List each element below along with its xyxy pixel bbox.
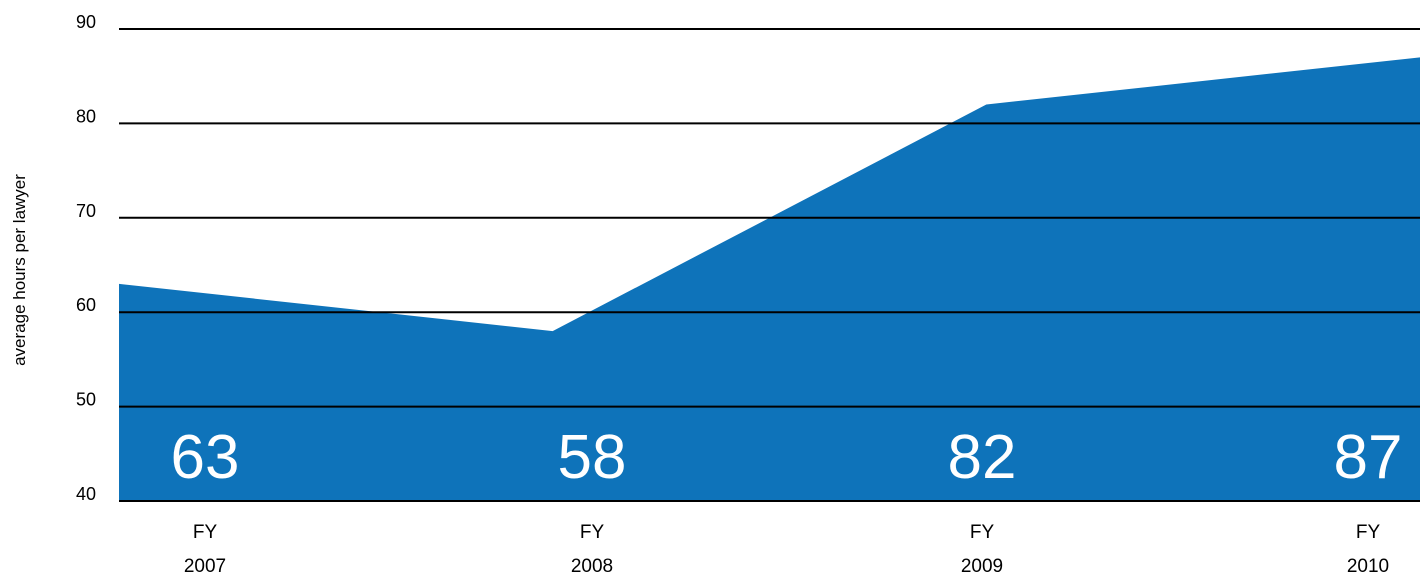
y-tick-label: 80 bbox=[76, 106, 96, 126]
data-label: 63 bbox=[171, 423, 240, 492]
x-tick-label: 2010 bbox=[1347, 556, 1389, 577]
y-tick-label: 70 bbox=[76, 201, 96, 221]
y-tick-label: 90 bbox=[76, 12, 96, 32]
data-label: 58 bbox=[558, 423, 627, 492]
x-tick-label: FY bbox=[580, 522, 605, 543]
y-tick-label: 50 bbox=[76, 390, 96, 410]
y-tick-label: 40 bbox=[76, 484, 96, 504]
y-axis-title: average hours per lawyer bbox=[10, 174, 29, 366]
x-tick-label: 2008 bbox=[571, 556, 613, 577]
x-tick-label: FY bbox=[970, 522, 995, 543]
y-tick-label: 60 bbox=[76, 295, 96, 315]
x-tick-label: FY bbox=[193, 522, 218, 543]
x-tick-label: 2007 bbox=[184, 556, 226, 577]
area-series bbox=[119, 57, 1420, 501]
data-label: 82 bbox=[948, 423, 1017, 492]
x-tick-label: FY bbox=[1356, 522, 1381, 543]
x-tick-label: 2009 bbox=[961, 556, 1003, 577]
data-label: 87 bbox=[1334, 423, 1403, 492]
